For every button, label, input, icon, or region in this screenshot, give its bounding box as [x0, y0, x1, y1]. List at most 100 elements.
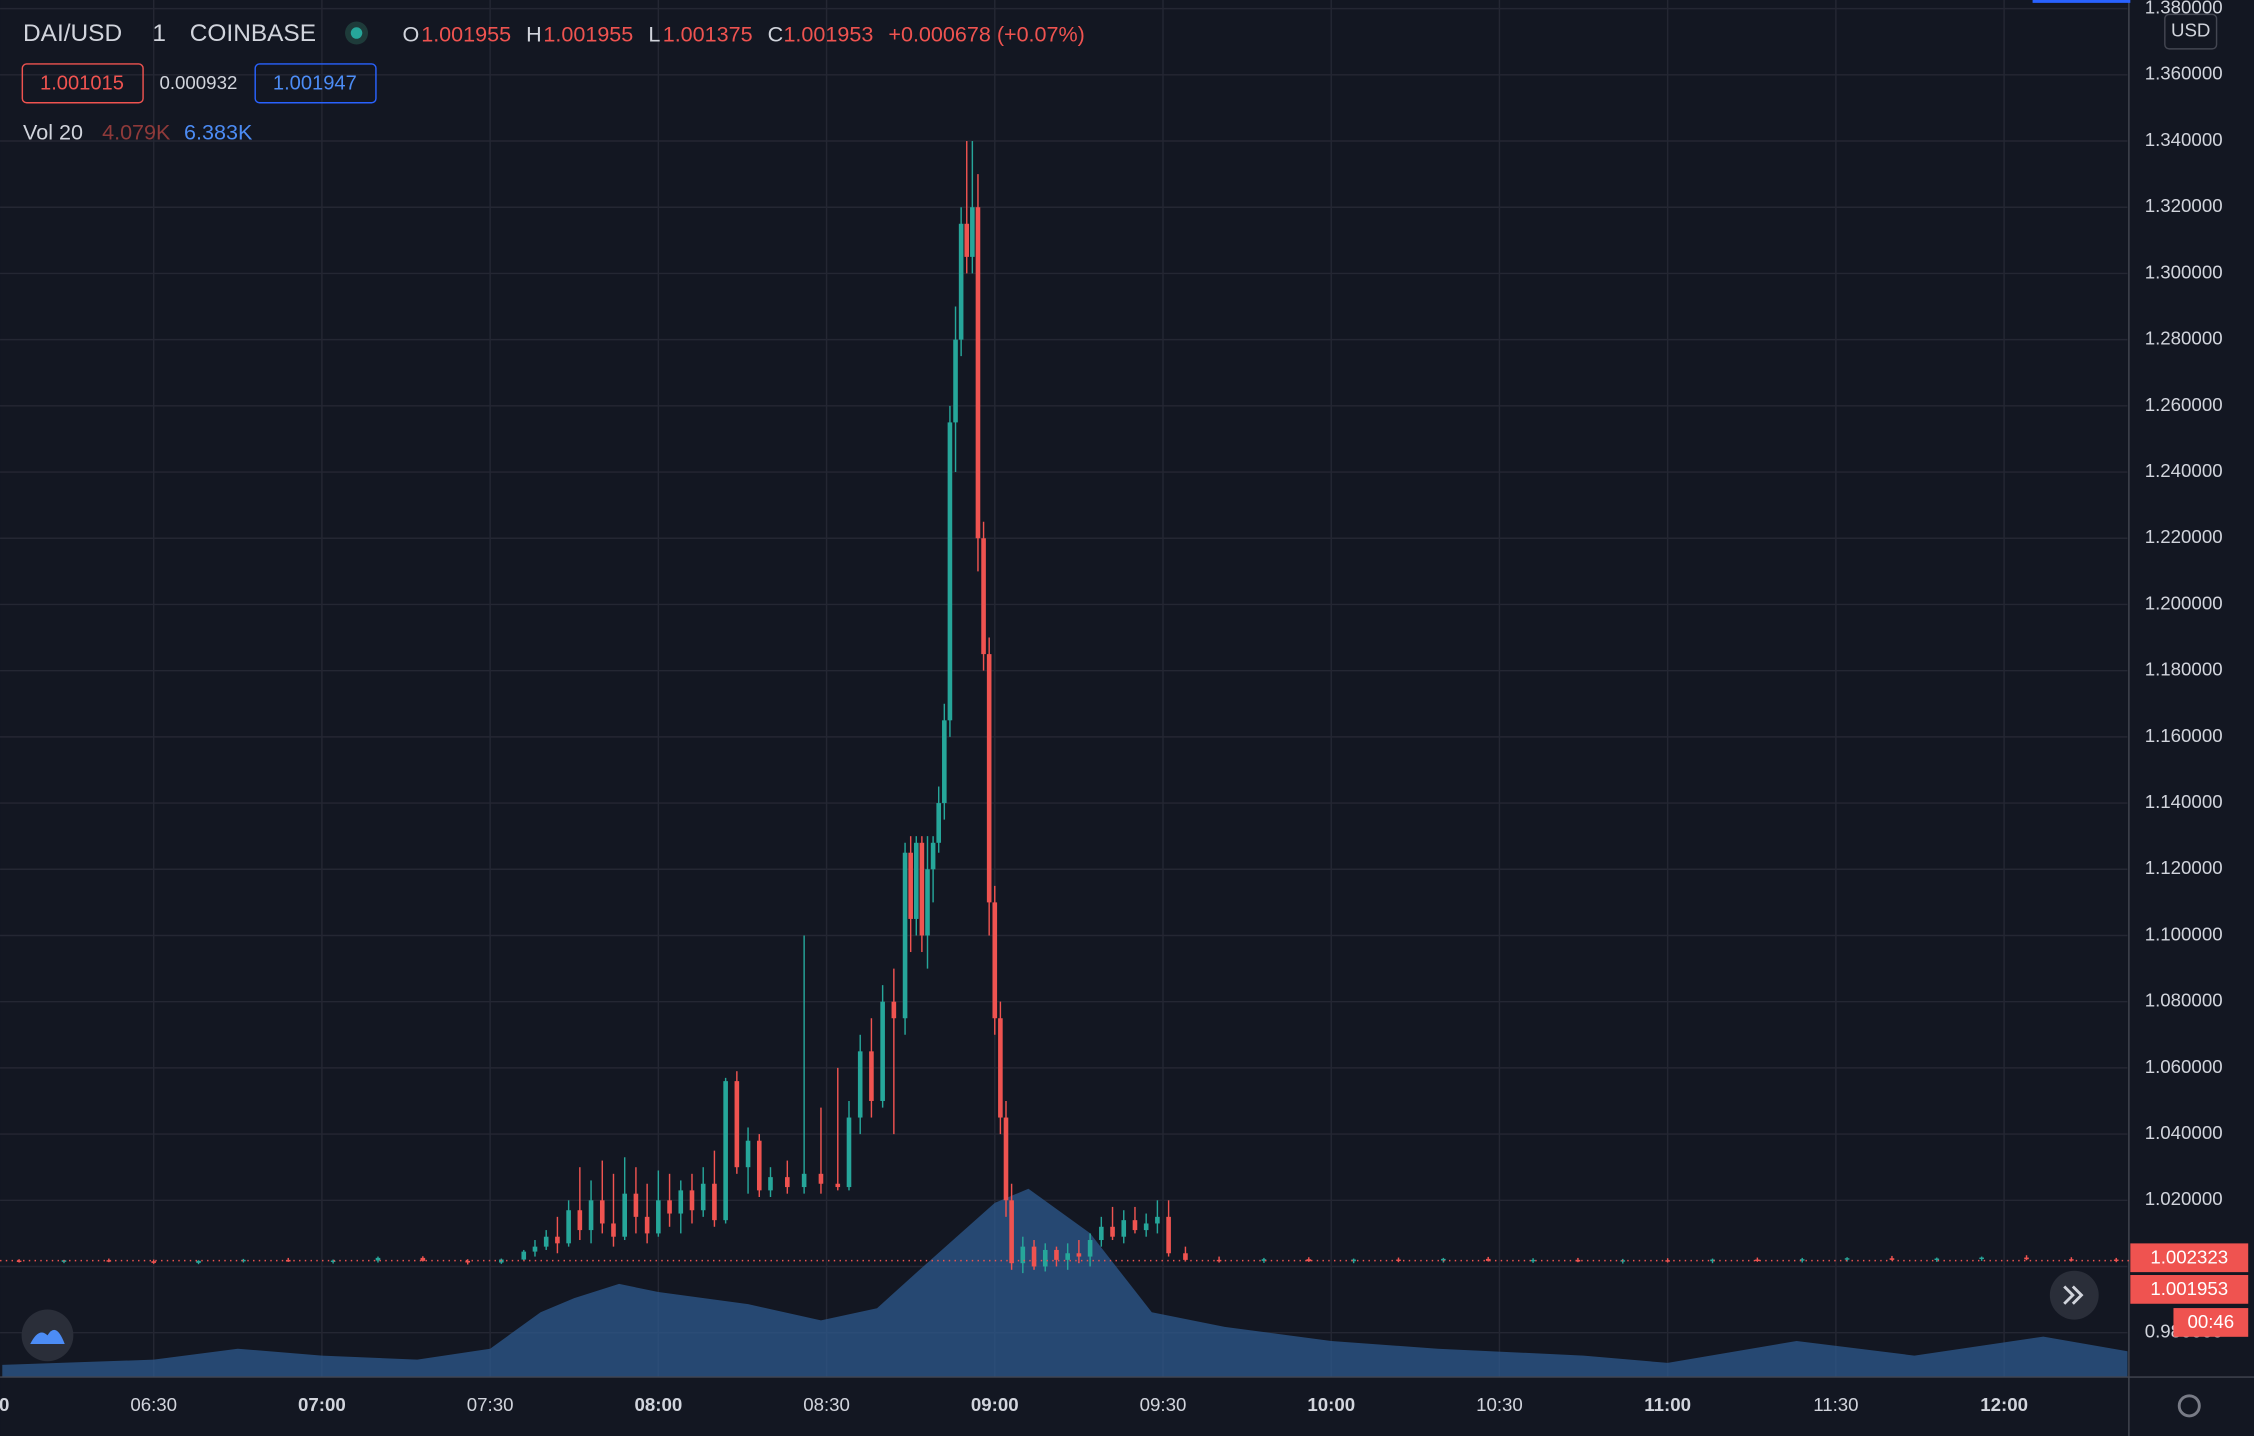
time-axis-panel [0, 1377, 2254, 1436]
countdown: 00:46 [2187, 1311, 2234, 1332]
bid: 1.001015 [40, 72, 124, 94]
candle-body [1143, 1223, 1149, 1231]
candle-body [930, 842, 936, 870]
candle-body [801, 1173, 807, 1188]
candle-body [908, 852, 913, 919]
x-tick-label: 08:30 [803, 1394, 850, 1415]
symbol: DAI/USD [23, 20, 122, 47]
volume-value: 4.079K [102, 119, 171, 144]
x-tick-label: 11:30 [1813, 1394, 1858, 1415]
close-label: C [768, 22, 784, 47]
candle-body [543, 1236, 549, 1247]
candle-body [1710, 1259, 1715, 1262]
candle-body [970, 207, 975, 257]
close-value: 1.001953 [783, 22, 873, 47]
price-tag-box [2130, 1243, 2249, 1273]
volume-label: Vol 20 [23, 119, 83, 144]
candle-body [1799, 1259, 1805, 1261]
candle-body [588, 1200, 594, 1231]
candle-body [196, 1260, 201, 1263]
candle-body [1979, 1257, 1984, 1260]
candle-body [566, 1210, 571, 1244]
y-tick-label: 1.320000 [2145, 195, 2223, 216]
y-tick-label: 1.300000 [2145, 261, 2223, 282]
candle-body [958, 223, 964, 340]
x-tick-label: 09:00 [971, 1394, 1019, 1415]
y-tick-label: 1.020000 [2145, 1188, 2223, 1209]
candle-body [622, 1193, 628, 1237]
candle-body [1087, 1240, 1093, 1257]
candle-body [1020, 1246, 1026, 1264]
bid-box[interactable] [21, 63, 144, 104]
candle-body [633, 1193, 639, 1217]
candle-body [880, 1001, 885, 1101]
candle-body [835, 1183, 841, 1188]
candle-body [818, 1173, 824, 1184]
x-tick-label: 06:30 [130, 1394, 177, 1415]
y-tick-label: 1.220000 [2145, 526, 2223, 547]
candle-body [1042, 1249, 1048, 1267]
open-value: 1.001955 [421, 22, 511, 47]
y-tick-label: 1.180000 [2145, 659, 2223, 680]
y-tick-label: 1.040000 [2145, 1122, 2223, 1143]
volume-ma-value: 6.383K [184, 119, 253, 144]
y-tick-label: 1.380000 [2145, 0, 2223, 18]
candle-body [1261, 1259, 1267, 1261]
y-tick-label: 1.260000 [2145, 394, 2223, 415]
open-label: O [403, 22, 420, 47]
candle-body [611, 1223, 616, 1237]
candle-body [1121, 1220, 1127, 1237]
interval: 1 [152, 20, 166, 47]
candle-body [700, 1183, 706, 1211]
scroll-icon [2063, 1285, 2084, 1305]
ask: 1.001947 [273, 72, 357, 94]
candle-body [998, 1018, 1003, 1118]
candle-body [1183, 1253, 1188, 1260]
candle-body [1844, 1258, 1850, 1260]
price-tag: 1.002323 [2150, 1246, 2228, 1267]
candle-body [768, 1177, 773, 1191]
candle-body [785, 1177, 790, 1188]
spread: 0.000932 [159, 72, 237, 93]
y-tick-label: 1.080000 [2145, 990, 2223, 1011]
candles [16, 141, 2119, 1274]
y-tick-label: 1.280000 [2145, 328, 2223, 349]
ask-box[interactable] [254, 63, 377, 104]
candle-body [1485, 1258, 1491, 1261]
x-tick-label: 10:00 [1307, 1394, 1355, 1415]
candle-body [521, 1251, 527, 1260]
candle-body [891, 1001, 897, 1019]
candle-body [975, 207, 981, 539]
currency: USD [2171, 20, 2210, 41]
legend: DAI/USD 1 COINBASE [23, 20, 369, 47]
candle-body [16, 1260, 22, 1262]
candle-body [981, 538, 986, 655]
logo-icon [30, 1329, 65, 1345]
high-label: H [526, 22, 542, 47]
candle-body [241, 1259, 246, 1262]
status-dot [350, 27, 363, 39]
candle-body [1155, 1216, 1160, 1224]
candle-body [1306, 1259, 1312, 1262]
candle-body [947, 422, 953, 721]
candle-body [420, 1257, 426, 1261]
candle-body [151, 1261, 156, 1263]
candle-body [555, 1236, 560, 1244]
y-tick-label: 1.060000 [2145, 1056, 2223, 1077]
x-tick-label: 09:30 [1140, 1394, 1187, 1415]
candle-body [689, 1190, 695, 1211]
high-value: 1.001955 [543, 22, 633, 47]
candle-body [2024, 1257, 2029, 1260]
candle-body [1076, 1253, 1082, 1257]
candle-body [913, 842, 919, 919]
price-tag-box [2130, 1275, 2249, 1304]
x-tick-label: 07:30 [467, 1394, 514, 1415]
settings-icon[interactable] [2177, 1394, 2201, 1418]
candle-body [1110, 1226, 1115, 1237]
grid [0, 0, 2128, 1378]
x-tick-label: 10:30 [1476, 1394, 1523, 1415]
currency-box[interactable] [2164, 13, 2218, 50]
countdown-box [2173, 1308, 2249, 1337]
candle-body [375, 1257, 381, 1261]
